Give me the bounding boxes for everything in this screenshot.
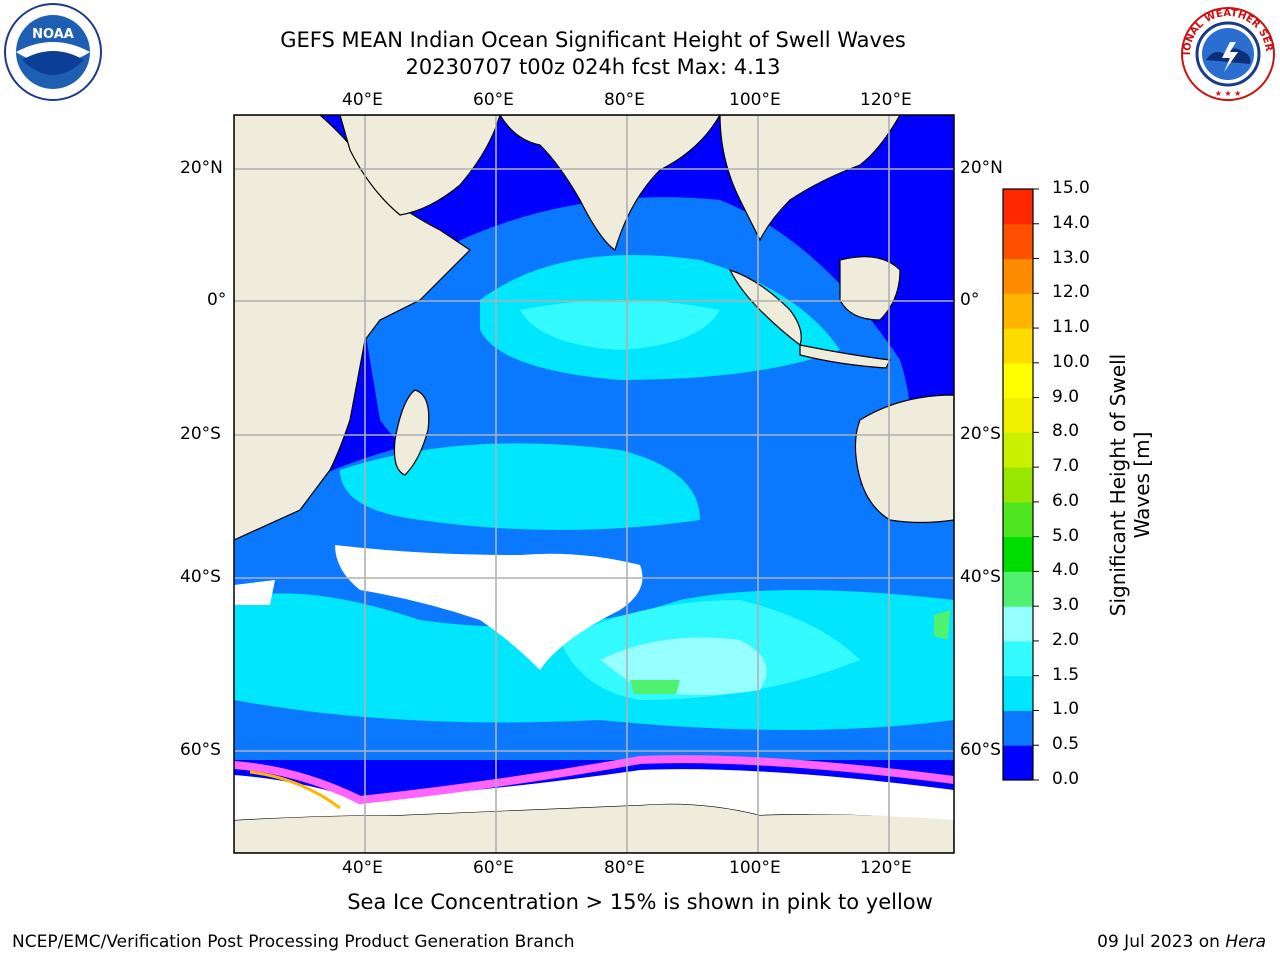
lon-label-top: 60°E <box>473 90 514 110</box>
land-java <box>799 344 891 369</box>
lat-label-left: 40°S <box>180 567 221 587</box>
nws-logo: NATIONAL WEATHER SERVICE ★ ★ ★ <box>1178 6 1275 101</box>
colorbar-tick-label: 9.0 <box>1052 386 1080 407</box>
land-india <box>499 115 721 251</box>
colorbar-tick-label: 0.5 <box>1052 734 1080 755</box>
colorbar-label-line1: Significant Height of Swell <box>1106 353 1130 617</box>
colorbar-segment <box>1003 328 1033 364</box>
colorbar-tick-label: 4.0 <box>1052 560 1080 581</box>
colorbar-segment <box>1003 501 1033 538</box>
lon-label-bottom: 40°E <box>342 858 383 878</box>
colorbar-segment <box>1003 293 1033 329</box>
lat-label-right: 20°N <box>960 158 1003 178</box>
lon-label-bottom: 60°E <box>473 858 514 878</box>
chart-subtitle: 20230707 t00z 024h fcst Max: 4.13 <box>405 55 781 79</box>
swell-band-1.5-south <box>340 443 700 530</box>
land-arabia <box>339 115 501 216</box>
lat-label-left: 20°N <box>180 158 223 178</box>
footer-date-text: 09 Jul 2023 on <box>1097 932 1226 952</box>
colorbar-segment <box>1003 362 1033 399</box>
footer-date: 09 Jul 2023 on Hera <box>1097 932 1266 952</box>
colorbar-tick-label: 11.0 <box>1052 317 1090 338</box>
colorbar-tick-label: 5.0 <box>1052 525 1080 546</box>
colorbar-segment <box>1003 640 1033 677</box>
lat-label-left: 20°S <box>180 424 221 444</box>
land-madagascar <box>393 389 430 476</box>
chart-title: GEFS MEAN Indian Ocean Significant Heigh… <box>280 28 906 52</box>
colorbar-label: Significant Height of Swell Waves [m] <box>1106 354 1154 616</box>
land-seasia <box>719 115 901 242</box>
swell-band-4.0 <box>630 680 680 694</box>
colorbar-tick-label: 14.0 <box>1052 212 1090 233</box>
colorbar-tick-label: 6.0 <box>1052 490 1080 511</box>
colorbar-tick-label: 3.0 <box>1052 595 1080 616</box>
lon-label-top: 120°E <box>860 90 912 110</box>
land-australia <box>854 394 954 524</box>
colorbar-tick-label: 1.5 <box>1052 664 1080 685</box>
colorbar-tick-label: 2.0 <box>1052 629 1080 650</box>
lon-label-top: 80°E <box>604 90 645 110</box>
swell-band-2.0 <box>520 300 720 350</box>
colorbar-segment <box>1003 571 1033 607</box>
colorbar-tick-label: 15.0 <box>1052 178 1090 198</box>
noaa-logo-text: NOAA <box>32 27 74 42</box>
colorbar-segment <box>1003 745 1033 781</box>
sea-ice-note: Sea Ice Concentration > 15% is shown in … <box>347 890 933 914</box>
colorbar-segment <box>1003 675 1033 711</box>
colorbar-label-line2: Waves [m] <box>1130 431 1154 539</box>
colorbar-segment <box>1003 258 1033 294</box>
lon-label-top: 100°E <box>729 90 781 110</box>
colorbar-tick-label: 1.0 <box>1052 699 1080 720</box>
colorbar-segment <box>1003 432 1033 468</box>
lon-label-top: 40°E <box>342 90 383 110</box>
lat-label-right: 60°S <box>960 740 1001 760</box>
colorbar-segment <box>1003 189 1033 225</box>
svg-text:★ ★ ★: ★ ★ ★ <box>1215 89 1242 98</box>
colorbar-tick-label: 0.0 <box>1052 769 1080 789</box>
lat-label-right: 20°S <box>960 424 1001 444</box>
colorbar-segment <box>1003 606 1033 642</box>
calm-region-2 <box>234 580 275 605</box>
swell-band-4.0-east <box>934 610 950 640</box>
colorbar-segment <box>1003 536 1033 572</box>
colorbar-tick-label: 10.0 <box>1052 351 1090 372</box>
lon-label-bottom: 120°E <box>860 858 912 878</box>
colorbar-segment <box>1003 467 1033 503</box>
colorbar <box>1003 188 1039 781</box>
colorbar-segment <box>1003 397 1033 433</box>
landmass <box>234 115 954 853</box>
colorbar-tick-label: 13.0 <box>1052 247 1090 268</box>
lat-label-right: 0° <box>960 290 980 310</box>
lat-label-right: 40°S <box>960 567 1001 587</box>
graticule <box>234 115 954 853</box>
colorbar-frame <box>1002 188 1034 781</box>
colorbar-tick-label: 8.0 <box>1052 421 1080 442</box>
sea-ice <box>234 755 954 820</box>
lon-label-bottom: 100°E <box>729 858 781 878</box>
calm-region <box>335 545 643 670</box>
lat-label-left: 60°S <box>180 740 221 760</box>
noaa-logo: NOAA <box>4 3 102 101</box>
footer-host: Hera <box>1225 932 1266 952</box>
map-frame <box>233 114 955 854</box>
colorbar-tick-label: 7.0 <box>1052 456 1080 477</box>
lon-label-bottom: 80°E <box>604 858 645 878</box>
colorbar-segment <box>1003 710 1033 746</box>
lat-label-left: 0° <box>207 290 227 310</box>
colorbar-segment <box>1003 223 1033 260</box>
land-borneo <box>839 256 901 321</box>
footer-credit: NCEP/EMC/Verification Post Processing Pr… <box>12 932 575 952</box>
colorbar-tick-label: 12.0 <box>1052 282 1090 303</box>
